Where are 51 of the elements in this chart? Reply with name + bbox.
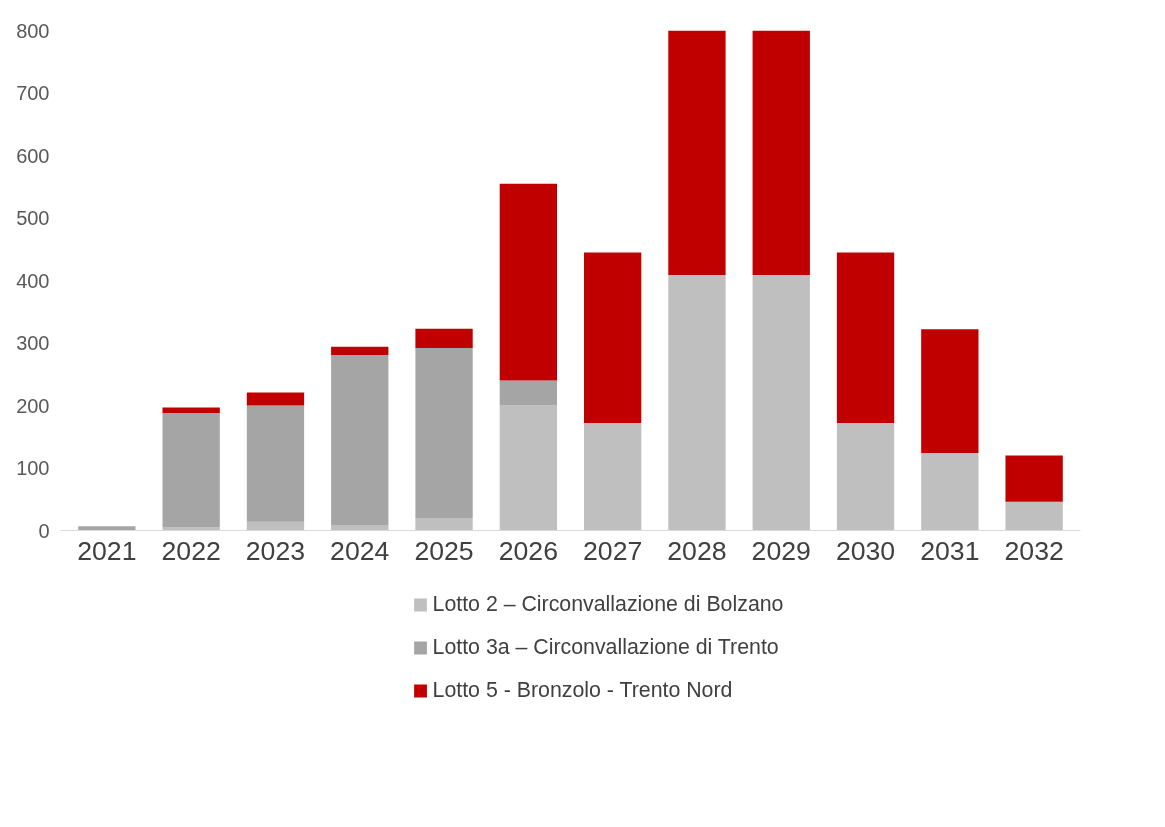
bar (78, 526, 136, 531)
bar (162, 527, 220, 531)
bar (499, 380, 558, 406)
bar (499, 183, 558, 381)
bar (415, 518, 473, 531)
bar (921, 329, 979, 453)
legend-label: Lotto 5 - Bronzolo - Trento Nord (432, 677, 733, 703)
y-tick-label: 500 (16, 207, 50, 229)
bar (331, 346, 389, 355)
y-tick-label: 0 (38, 519, 50, 542)
legend-label: Lotto 3a – Circonvallazione di Trento (432, 634, 779, 660)
bar (668, 30, 726, 275)
bar (415, 328, 473, 348)
bar (162, 413, 220, 528)
y-tick-label: 100 (16, 457, 50, 479)
x-tick-label: 2030 (835, 535, 896, 566)
y-tick-label: 700 (16, 82, 50, 104)
bar (499, 405, 558, 531)
bar (752, 274, 810, 531)
bar (668, 274, 726, 531)
bar (162, 407, 220, 413)
bar (1005, 455, 1063, 502)
bar (752, 30, 810, 275)
x-tick-label: 2028 (667, 535, 727, 566)
legend-label: Lotto 2 – Circonvallazione di Bolzano (432, 591, 784, 617)
bar (583, 423, 642, 531)
x-tick-label: 2031 (920, 535, 980, 566)
y-tick-label: 200 (16, 394, 50, 417)
x-tick-label: 2021 (77, 535, 137, 566)
y-tick-label: 800 (16, 19, 50, 42)
bar (1005, 501, 1063, 531)
y-tick-label: 300 (16, 332, 50, 354)
x-tick-label: 2022 (161, 535, 221, 566)
x-tick-label: 2032 (1004, 535, 1064, 566)
x-tick-label: 2024 (330, 535, 390, 566)
bar (583, 252, 642, 423)
x-tick-label: 2027 (583, 535, 643, 566)
bar (836, 252, 895, 423)
y-tick-label: 600 (16, 144, 50, 167)
y-tick-label: 400 (16, 269, 50, 292)
bar (836, 423, 895, 531)
bar (246, 405, 305, 522)
bar (246, 392, 305, 406)
x-tick-label: 2029 (751, 535, 811, 566)
x-tick-label: 2025 (414, 535, 474, 566)
bar (921, 453, 979, 531)
x-tick-label: 2026 (498, 535, 559, 566)
bar (415, 348, 473, 518)
bar (331, 354, 389, 525)
x-tick-label: 2023 (245, 535, 306, 566)
bar (246, 521, 305, 531)
